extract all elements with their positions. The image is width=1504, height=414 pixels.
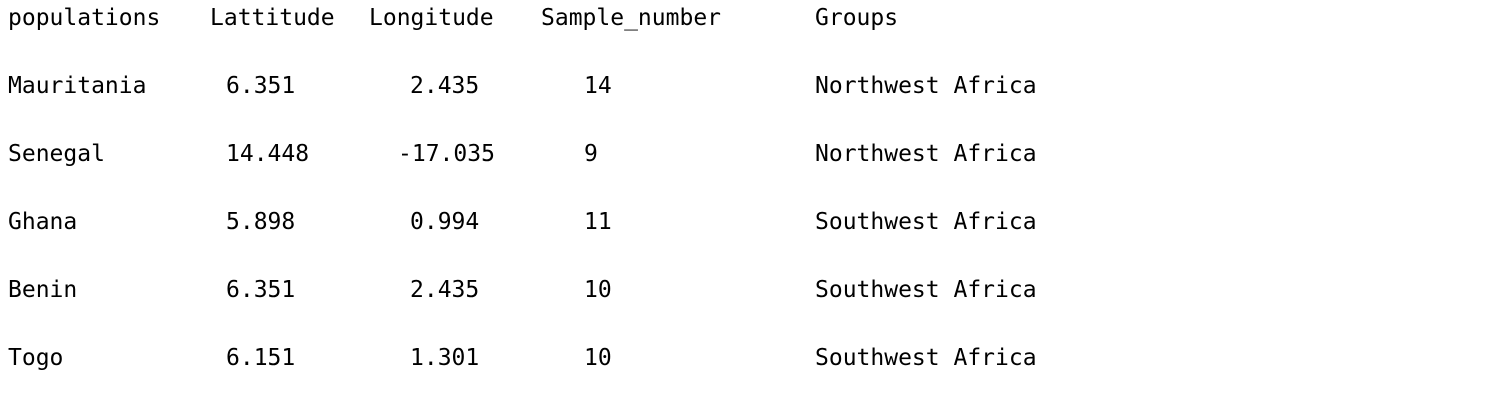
longitude-cell: 2.435 xyxy=(410,73,480,99)
header-sample-number: Sample_number xyxy=(541,5,722,31)
longitude-cell: -17.035 xyxy=(398,141,495,167)
table-row: Mauritania 6.351 2.435 14 Northwest Afri… xyxy=(0,71,1504,101)
latitude-cell: 14.448 xyxy=(226,141,310,167)
population-cell: Togo xyxy=(8,345,64,371)
group-cell: Southwest Africa xyxy=(815,209,1037,235)
header-row: populations Lattitude Longitude Sample_n… xyxy=(0,3,1504,33)
sample-number-cell: 9 xyxy=(584,141,598,167)
population-cell: Mauritania xyxy=(8,73,147,99)
sample-number-cell: 14 xyxy=(584,73,612,99)
header-longitude: Longitude xyxy=(369,5,494,31)
group-cell: Southwest Africa xyxy=(815,345,1037,371)
header-groups: Groups xyxy=(815,5,899,31)
header-populations: populations xyxy=(8,5,161,31)
latitude-cell: 6.351 xyxy=(226,277,296,303)
table-row: Togo 6.151 1.301 10 Southwest Africa xyxy=(0,343,1504,373)
latitude-cell: 5.898 xyxy=(226,209,296,235)
table-row: Benin 6.351 2.435 10 Southwest Africa xyxy=(0,275,1504,305)
sample-number-cell: 10 xyxy=(584,277,612,303)
group-cell: Southwest Africa xyxy=(815,277,1037,303)
population-cell: Benin xyxy=(8,277,78,303)
latitude-cell: 6.351 xyxy=(226,73,296,99)
group-cell: Northwest Africa xyxy=(815,73,1037,99)
longitude-cell: 2.435 xyxy=(410,277,480,303)
longitude-cell: 0.994 xyxy=(410,209,480,235)
table-row: Ghana 5.898 0.994 11 Southwest Africa xyxy=(0,207,1504,237)
population-cell: Senegal xyxy=(8,141,105,167)
group-cell: Northwest Africa xyxy=(815,141,1037,167)
table-row: Senegal 14.448 -17.035 9 Northwest Afric… xyxy=(0,139,1504,169)
latitude-cell: 6.151 xyxy=(226,345,296,371)
sample-number-cell: 11 xyxy=(584,209,612,235)
header-lattitude: Lattitude xyxy=(210,5,335,31)
population-cell: Ghana xyxy=(8,209,78,235)
longitude-cell: 1.301 xyxy=(410,345,480,371)
sample-number-cell: 10 xyxy=(584,345,612,371)
